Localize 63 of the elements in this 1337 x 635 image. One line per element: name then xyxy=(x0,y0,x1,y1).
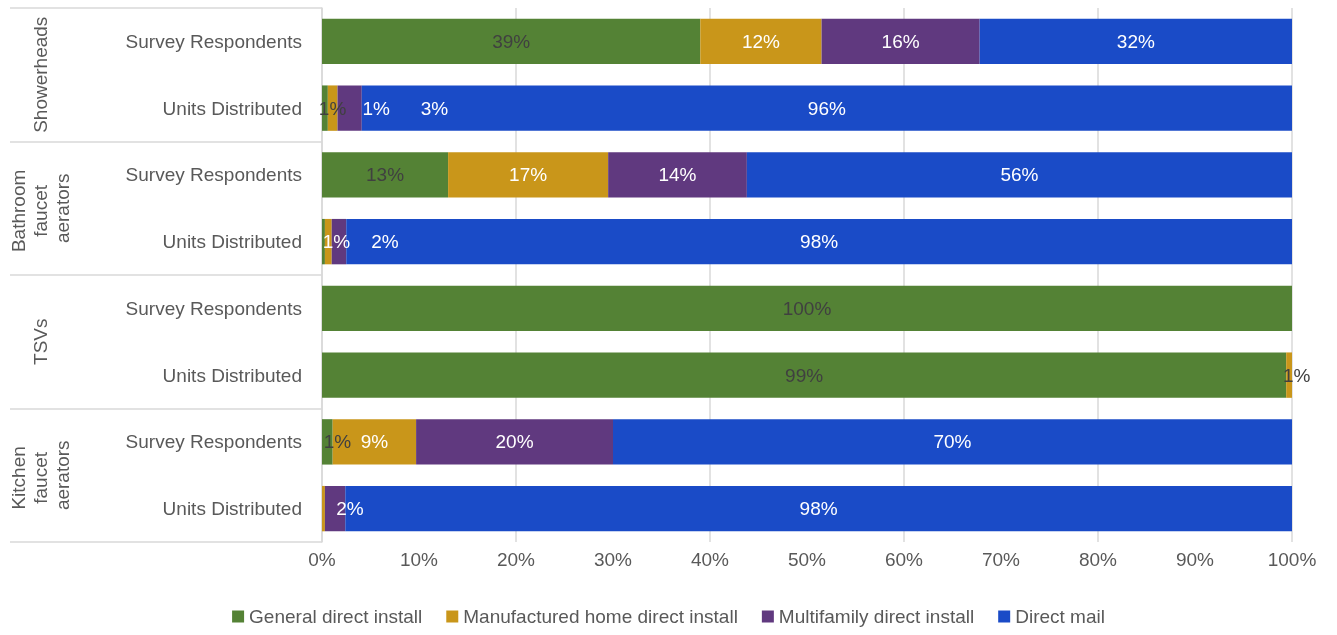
bar xyxy=(322,485,325,532)
data-label: 1% xyxy=(362,97,391,119)
data-label: 3% xyxy=(420,97,449,119)
y-tick-label: Units Distributed xyxy=(162,364,302,386)
bar xyxy=(416,419,613,465)
data-label: 2% xyxy=(336,498,364,520)
x-tick-label: 0% xyxy=(308,549,336,570)
bar xyxy=(361,85,1292,131)
data-label: 98% xyxy=(800,231,839,253)
bar xyxy=(322,18,701,65)
bar xyxy=(746,152,1292,198)
x-tick-label: 50% xyxy=(787,549,827,570)
y-tick-label: Units Distributed xyxy=(162,97,302,119)
x-tick-label: 40% xyxy=(690,549,730,570)
x-tick-label: 80% xyxy=(1078,549,1118,570)
data-label: 32% xyxy=(1116,30,1155,52)
y-tick-label: Units Distributed xyxy=(162,231,302,253)
y-tick-label: Units Distributed xyxy=(162,498,302,520)
legend-label: Direct mail xyxy=(1015,606,1105,627)
text: Showerheads xyxy=(29,16,51,133)
y-tick-label: Survey Respondents xyxy=(125,30,302,52)
data-label: 9% xyxy=(360,431,389,453)
bar xyxy=(700,18,822,65)
text: TSVs xyxy=(29,318,51,365)
text: Bathroom faucet aerators xyxy=(7,164,73,253)
data-label: 14% xyxy=(658,164,697,186)
data-label: 100% xyxy=(782,297,832,319)
x-tick-label: 10% xyxy=(399,549,439,570)
data-label: 39% xyxy=(492,30,531,52)
bar xyxy=(322,152,449,198)
bar xyxy=(322,218,325,265)
x-tick-label: 20% xyxy=(496,549,536,570)
data-label: 98% xyxy=(799,498,838,520)
x-tick-label: 90% xyxy=(1175,549,1215,570)
data-label: 16% xyxy=(881,30,920,52)
x-tick-label: 100% xyxy=(1267,549,1317,570)
data-label: 70% xyxy=(933,431,972,453)
x-tick-label: 70% xyxy=(981,549,1021,570)
x-tick-label: 60% xyxy=(884,549,924,570)
data-label: 1% xyxy=(322,231,351,253)
data-label: 12% xyxy=(741,30,781,52)
data-label: 20% xyxy=(495,431,534,453)
bar xyxy=(979,18,1292,65)
data-label: 96% xyxy=(807,97,846,119)
data-label: 99% xyxy=(785,364,824,386)
text: Kitchen faucet aerators xyxy=(7,440,73,511)
legend-label: Multifamily direct install xyxy=(778,606,975,627)
y-tick-label: Survey Respondents xyxy=(125,431,302,453)
data-label: 1% xyxy=(318,97,347,119)
data-label: 13% xyxy=(366,164,405,186)
data-label: 2% xyxy=(371,231,399,253)
data-label: 17% xyxy=(509,164,548,186)
bar xyxy=(322,285,1292,332)
bar xyxy=(608,152,747,198)
data-label: 56% xyxy=(1000,164,1039,186)
y-tick-label: Survey Respondents xyxy=(125,297,302,319)
y-tick-label: Survey Respondents xyxy=(125,164,302,186)
bar xyxy=(448,152,609,198)
bar xyxy=(613,419,1292,465)
legend-label: Manufactured home direct install xyxy=(463,606,738,627)
bar xyxy=(821,18,980,65)
x-tick-label: 30% xyxy=(593,549,633,570)
legend-label: General direct install xyxy=(249,606,423,627)
